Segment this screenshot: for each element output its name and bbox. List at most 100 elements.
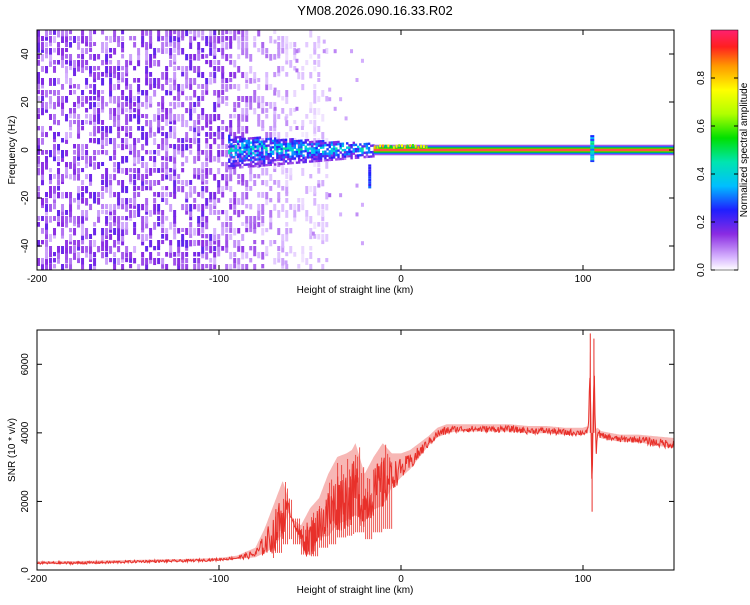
spectrogram-cell (309, 228, 313, 236)
spectrogram-cell (85, 114, 89, 119)
spectrogram-cell (269, 161, 272, 164)
spectrogram-cell (45, 30, 49, 38)
spectrogram-cell (145, 162, 149, 169)
spectrogram-cell (289, 142, 292, 145)
spectrogram-cell (209, 126, 213, 131)
spectrogram-cell (117, 168, 121, 174)
spectrogram-cell (354, 150, 358, 153)
spectrogram-cell (109, 78, 113, 85)
spectrogram-cell (93, 120, 97, 126)
spectrogram-cell (221, 126, 225, 131)
spectrogram-cell (217, 210, 221, 215)
spectrogram-cell (157, 120, 161, 128)
spectrogram-cell (157, 108, 161, 116)
spectrogram-cell (45, 102, 49, 110)
spectrogram-cell (89, 258, 93, 263)
spectrogram-cell (265, 102, 269, 107)
spectrogram-cell (333, 49, 337, 54)
spectrogram-cell (245, 148, 248, 151)
spectrogram-cell (165, 48, 169, 54)
spectrogram-cell (93, 96, 97, 101)
spectrogram-cell (65, 192, 69, 199)
snr-x-tick-label: 0 (398, 574, 404, 585)
spectrogram-cell (295, 68, 299, 73)
spectrogram-cell (297, 159, 301, 162)
spectrogram-cell (105, 258, 109, 265)
spectrogram-cell (137, 96, 141, 103)
spectrogram-cell (49, 36, 53, 43)
spectrogram-cell (141, 126, 145, 132)
spectrogram-cell (217, 234, 221, 240)
spectrogram-cell (324, 159, 327, 162)
spectrogram-cell (291, 153, 294, 156)
spectrogram-cell (177, 90, 181, 98)
spectrogram-cell (237, 228, 241, 234)
spectrogram-cell (293, 204, 297, 211)
spectrogram-cell (282, 160, 286, 163)
spectrogram-cell (173, 210, 177, 217)
spectrogram-cell (273, 137, 277, 140)
spectrogram-cell (221, 138, 225, 145)
spectrogram-cell (41, 228, 45, 234)
spectrogram-cell (293, 142, 297, 145)
spectrogram-cell (161, 162, 165, 168)
spectrogram-cell (590, 160, 595, 163)
spectrogram-cell (93, 258, 97, 266)
spectrogram-cell (395, 144, 398, 148)
spectrogram-cell (181, 204, 185, 211)
spectrogram-cell (201, 168, 205, 174)
spectrogram-cell (149, 42, 153, 49)
spectrogram-cell (149, 96, 153, 104)
spectrogram-cell (105, 204, 109, 210)
spectrogram-cell (53, 198, 57, 204)
spectrogram-cell (256, 140, 259, 144)
spectrogram-cell (53, 132, 57, 140)
spectrogram-cell (41, 90, 45, 96)
spectrogram-cell (417, 146, 420, 150)
spectrogram-cell (85, 66, 89, 71)
spectrogram-cell (81, 48, 85, 54)
spectrogram-cell (61, 30, 65, 37)
spectrogram-cell (129, 96, 133, 103)
spectrogram-cell (281, 234, 285, 241)
spectrogram-cell (313, 160, 316, 163)
spectrogram-cell (101, 90, 105, 95)
spectrogram-cell (201, 72, 205, 78)
spectrogram-cell (319, 146, 323, 149)
spectrogram-cell (234, 162, 238, 165)
spectrogram-cell (165, 66, 169, 72)
spectrogram-cell (328, 193, 332, 198)
spectrogram-cell (241, 108, 245, 115)
spectrogram-cell (295, 49, 299, 54)
spectrogram-cell (173, 234, 177, 240)
spectrogram-cell (137, 156, 141, 164)
colorbar-tick-label: 0.2 (696, 215, 707, 229)
spectrogram-cell (169, 84, 173, 92)
spectrogram-cell (61, 108, 65, 116)
spectrogram-cell (197, 228, 201, 236)
spectrogram-cell (291, 146, 294, 150)
spectrogram-cell (181, 120, 185, 128)
spectrogram-cell (85, 144, 89, 150)
spectrogram-cell (137, 78, 141, 83)
spectrogram-cell (65, 150, 69, 157)
spectrogram-cell (161, 186, 165, 191)
spectrogram-cell (245, 48, 249, 55)
spectrogram-cell (373, 145, 376, 149)
spectrogram-cell (113, 84, 117, 91)
spectrogram-cell (332, 156, 336, 159)
spectrogram-cell (297, 141, 301, 145)
spectrogram-cell (117, 60, 121, 66)
spectrogram-cell (41, 204, 45, 209)
spectrogram-cell (241, 174, 245, 182)
spectrogram-cell (335, 147, 338, 150)
spectrogram-cell (57, 222, 61, 227)
spectrogram-cell (181, 228, 185, 233)
spectrogram-cell (145, 150, 149, 155)
spectrogram-cell (590, 137, 595, 140)
spectrogram-cell (157, 168, 161, 173)
spectrogram-cell (93, 54, 97, 61)
spectrogram-cell (293, 157, 297, 160)
spectrogram-cell (149, 102, 153, 108)
spectrogram-cell (590, 148, 595, 151)
